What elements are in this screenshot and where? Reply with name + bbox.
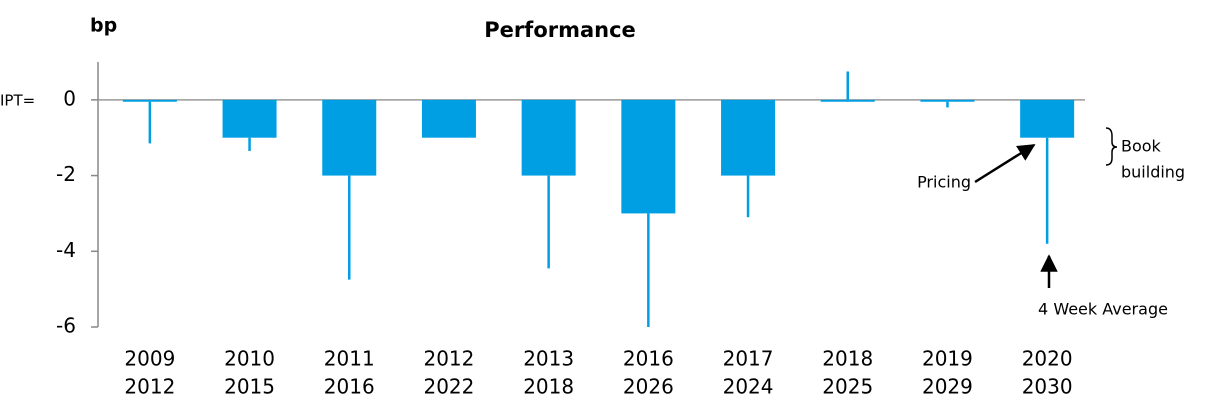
x-tick-label: 2013 <box>523 347 574 371</box>
x-tick-label: 2015 <box>224 375 275 399</box>
x-tick-label: 2024 <box>723 375 774 399</box>
bar <box>920 99 975 102</box>
x-tick-label: 2012 <box>423 347 474 371</box>
x-tick-label: 2022 <box>423 375 474 399</box>
bar <box>721 99 776 176</box>
x-tick-label: 2012 <box>124 375 175 399</box>
bar <box>222 99 277 138</box>
bar <box>122 99 177 102</box>
zero-label: IPT= <box>0 92 35 110</box>
chart-title: Performance <box>484 18 636 42</box>
bar <box>1020 99 1075 138</box>
series-label: Pricing <box>917 173 971 192</box>
y-tick-label: -6 <box>56 314 76 338</box>
x-tick-label: 2026 <box>623 375 674 399</box>
x-tick-label: 2020 <box>1022 347 1073 371</box>
x-tick-label: 2016 <box>623 347 674 371</box>
x-tick-label: 2025 <box>822 375 873 399</box>
x-tick-label: 2019 <box>922 347 973 371</box>
bar <box>521 99 576 176</box>
y-axis-label: bp <box>90 15 117 37</box>
x-tick-label: 2011 <box>324 347 375 371</box>
series-label: 4 Week Average <box>1038 300 1168 319</box>
bracket <box>1105 127 1118 166</box>
x-tick-label: 2017 <box>723 347 774 371</box>
y-tick-label: -4 <box>56 238 76 262</box>
x-tick-label: 2016 <box>324 375 375 399</box>
y-tick-label: 0 <box>63 86 76 110</box>
x-tick-label: 2030 <box>1022 375 1073 399</box>
x-tick-label: 2018 <box>523 375 574 399</box>
y-tick-label: -2 <box>56 162 76 186</box>
bar <box>322 99 377 176</box>
annotation: Book <box>1121 137 1162 156</box>
x-tick-label: 2010 <box>224 347 275 371</box>
x-tick-label: 2018 <box>822 347 873 371</box>
bar <box>421 99 476 138</box>
bar <box>621 99 676 214</box>
x-tick-label: 2009 <box>124 347 175 371</box>
bar <box>820 99 875 102</box>
arrow <box>974 143 1036 184</box>
x-tick-label: 2029 <box>922 375 973 399</box>
annotation: building <box>1121 163 1185 182</box>
